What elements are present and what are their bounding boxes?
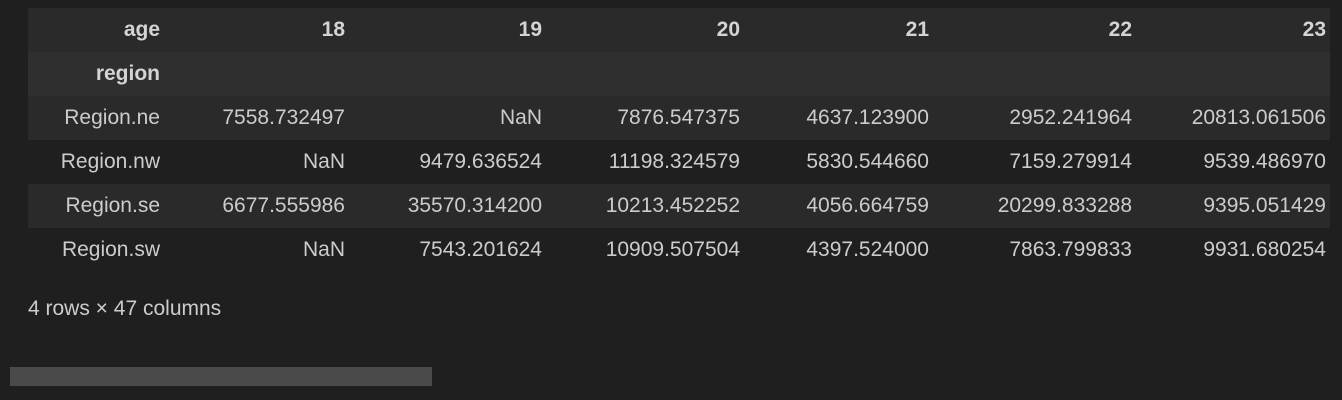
table-cell: 9931.680254 (1203, 238, 1326, 261)
table-cell: 6677.555986 (222, 194, 345, 217)
table-cell: 2952.241964 (1009, 106, 1132, 129)
table-cell: 4637.123900 (806, 106, 929, 129)
table-cell: 4397.524000 (806, 238, 929, 261)
table-cell: NaN (302, 238, 345, 261)
table-cell: 10909.507504 (605, 238, 740, 261)
index-name-label: region (95, 62, 160, 85)
column-header: 23 (1302, 18, 1326, 41)
horizontal-scrollbar[interactable] (10, 367, 1330, 386)
column-header: 20 (716, 18, 740, 41)
table-cell: 5830.544660 (806, 150, 929, 173)
dataframe-shape-caption: 4 rows × 47 columns (28, 297, 222, 320)
row-index: Region.se (65, 194, 160, 217)
table-cell: 7159.279914 (1009, 150, 1132, 173)
table-row: Region.sw NaN 7543.201624 10909.507504 4… (28, 228, 1330, 272)
column-header: 22 (1108, 18, 1132, 41)
table-cell: 4056.664759 (806, 194, 929, 217)
table-cell: 11198.324579 (608, 150, 740, 173)
table-row: Region.se 6677.555986 35570.314200 10213… (28, 184, 1330, 228)
index-header-row: region (28, 52, 1330, 96)
row-index: Region.nw (60, 150, 160, 173)
table-row: Region.ne 7558.732497 NaN 7876.547375 46… (28, 96, 1330, 140)
table-cell: 9479.636524 (419, 150, 542, 173)
table-cell: 10213.452252 (605, 194, 740, 217)
column-header: 18 (321, 18, 345, 41)
table-cell: NaN (499, 106, 542, 129)
scrollbar-thumb[interactable] (10, 367, 432, 386)
table-cell: NaN (302, 150, 345, 173)
table-cell: 9539.486970 (1203, 150, 1326, 173)
table-cell: 35570.314200 (407, 194, 542, 217)
table-row: Region.nw NaN 9479.636524 11198.324579 5… (28, 140, 1330, 184)
dataframe-table: age 18 19 20 21 22 23 region (28, 8, 1330, 272)
column-header-row: age 18 19 20 21 22 23 (28, 8, 1330, 52)
table-cell: 7863.799833 (1009, 238, 1132, 261)
table-cell: 7558.732497 (222, 106, 345, 129)
dataframe-table-container: age 18 19 20 21 22 23 region (28, 8, 1330, 272)
table-cell: 7876.547375 (617, 106, 740, 129)
columns-name-label: age (123, 18, 160, 41)
table-cell: 9395.051429 (1203, 194, 1326, 217)
row-index: Region.ne (64, 106, 160, 129)
row-index: Region.sw (61, 238, 160, 261)
table-cell: 20813.061506 (1191, 106, 1326, 129)
column-header: 19 (518, 18, 542, 41)
table-cell: 7543.201624 (419, 238, 542, 261)
table-cell: 20299.833288 (997, 194, 1132, 217)
column-header: 21 (905, 18, 929, 41)
